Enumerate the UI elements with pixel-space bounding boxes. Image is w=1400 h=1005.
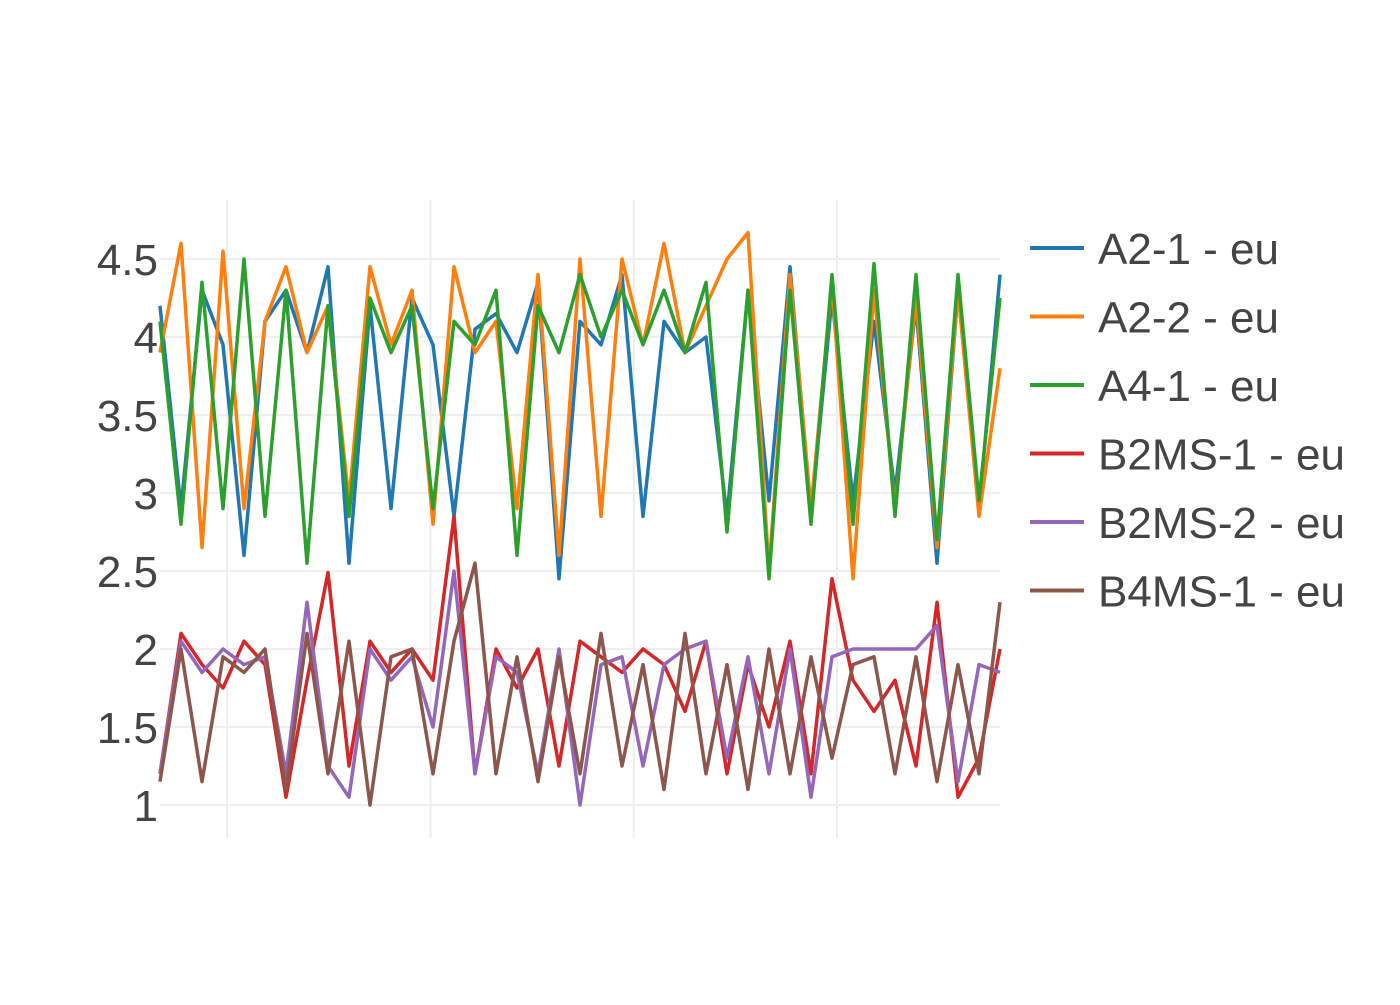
- y-axis: 1 1.5 2 2.5 3 3.5 4 4.5: [97, 236, 158, 831]
- series-line-2: [158, 257, 1002, 581]
- y-tick-label: 2.5: [97, 548, 158, 597]
- legend-item[interactable]: A4-1 - eu: [1030, 362, 1279, 411]
- legend-label: A2-2 - eu: [1098, 294, 1279, 343]
- legend-label: B2MS-2 - eu: [1098, 499, 1345, 548]
- legend-item[interactable]: A2-1 - eu: [1030, 225, 1279, 274]
- series-line-4: [158, 569, 1001, 807]
- y-tick-label: 1.5: [97, 704, 158, 753]
- series-line-3: [158, 514, 1002, 799]
- y-tick-label: 3.5: [97, 392, 158, 441]
- plot-area: [158, 230, 1002, 807]
- y-tick-label: 4: [134, 314, 158, 363]
- legend-item[interactable]: B2MS-1 - eu: [1030, 431, 1345, 480]
- legend-item[interactable]: A2-2 - eu: [1030, 294, 1279, 343]
- legend-item[interactable]: B4MS-1 - eu: [1030, 568, 1345, 617]
- legend-label: B2MS-1 - eu: [1098, 431, 1345, 480]
- y-tick-label: 1: [134, 782, 158, 831]
- legend[interactable]: A2-1 - eu A2-2 - eu A4-1 - eu B2MS-1 - eu B2…: [1030, 225, 1345, 617]
- legend-label: A4-1 - eu: [1098, 362, 1279, 411]
- y-tick-label: 4.5: [97, 236, 158, 285]
- series-line-1: [158, 230, 1002, 581]
- legend-item[interactable]: B2MS-2 - eu: [1030, 499, 1345, 548]
- series-line-5: [158, 561, 1002, 807]
- legend-label: B4MS-1 - eu: [1098, 568, 1345, 617]
- y-tick-label: 3: [134, 470, 158, 519]
- y-tick-label: 2: [134, 626, 158, 675]
- legend-label: A2-1 - eu: [1098, 225, 1279, 274]
